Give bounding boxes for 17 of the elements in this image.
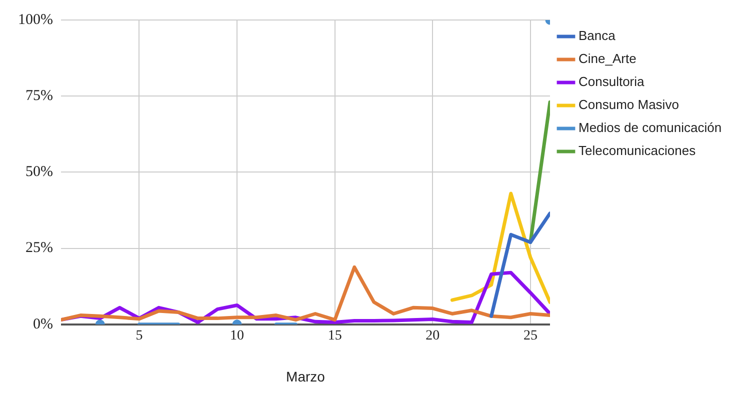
legend-label: Banca — [578, 28, 616, 44]
y-tick-label: 75% — [25, 88, 53, 104]
legend-label: Cine_Arte — [578, 51, 636, 66]
legend-label: Consultoria — [578, 74, 646, 90]
y-tick-label: 0% — [32, 316, 53, 332]
x-tick-label: 10 — [230, 328, 244, 344]
legend-label: Consumo Masivo — [578, 97, 679, 112]
legend-label: Medios de comunicación — [578, 120, 722, 136]
x-tick-label: 5 — [136, 328, 143, 344]
x-tick-label: 20 — [426, 328, 440, 344]
legend-label: Telecomunicaciones — [578, 143, 696, 158]
x-tick-label: 25 — [523, 328, 538, 344]
y-tick-label: 25% — [25, 240, 53, 256]
y-tick-label: 100% — [18, 12, 53, 28]
y-tick-label: 50% — [25, 164, 53, 180]
x-axis-title: Marzo — [286, 368, 326, 384]
x-tick-label: 15 — [328, 328, 342, 344]
